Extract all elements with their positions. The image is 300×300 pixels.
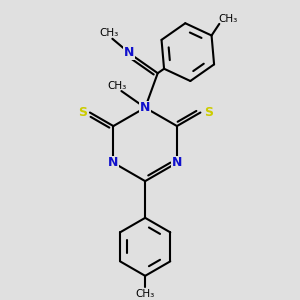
Text: N: N — [108, 156, 118, 169]
Text: N: N — [124, 46, 134, 59]
Text: S: S — [78, 106, 87, 119]
Text: CH₃: CH₃ — [100, 28, 119, 38]
Text: CH₃: CH₃ — [107, 81, 126, 91]
Text: CH₃: CH₃ — [218, 14, 238, 24]
Text: S: S — [204, 106, 213, 119]
Text: N: N — [172, 156, 182, 169]
Text: CH₃: CH₃ — [136, 289, 155, 299]
Text: N: N — [140, 101, 150, 114]
